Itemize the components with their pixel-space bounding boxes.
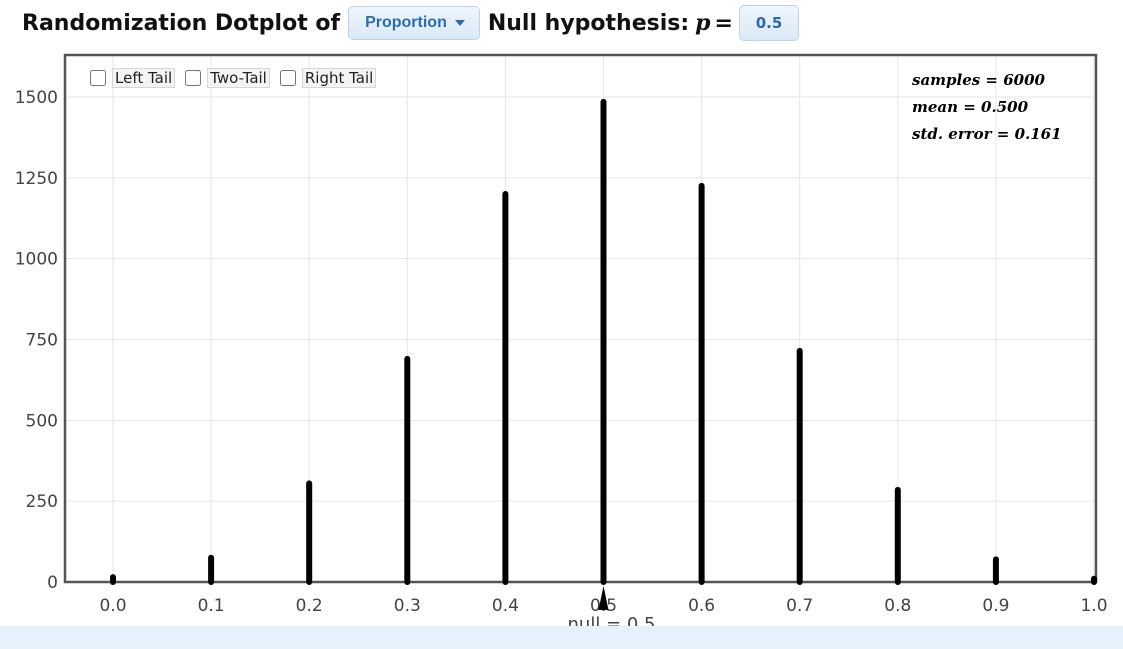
statistic-dropdown[interactable]: Proportion [348, 6, 480, 40]
y-tick-label: 1250 [15, 169, 58, 189]
x-tick-label: 0.3 [394, 596, 421, 616]
null-arrow-icon [598, 586, 609, 610]
x-tick-label: 0.7 [786, 596, 813, 616]
x-tick-label: 0.0 [99, 596, 126, 616]
tail-options: Left Tail Two-Tail Right Tail [88, 68, 377, 88]
y-tick-label: 750 [26, 331, 58, 351]
p-symbol: p [695, 10, 711, 36]
plot-frame [63, 53, 1098, 584]
y-tick-label: 500 [26, 411, 58, 431]
y-tick-label: 1000 [15, 250, 58, 270]
two-tail-checkbox[interactable] [185, 70, 202, 86]
y-tick-label: 250 [26, 492, 58, 512]
two-tail-label[interactable]: Two-Tail [207, 68, 270, 88]
x-tick-label: 0.6 [688, 596, 715, 616]
chart-title: Randomization Dotplot of [22, 10, 341, 36]
y-tick-label: 0 [47, 573, 58, 593]
left-tail-checkbox[interactable] [90, 70, 106, 86]
x-tick-label: 1.0 [1080, 596, 1107, 616]
mean-stat: mean = 0.500 [912, 98, 1029, 116]
chart-header: Randomization Dotplot of Proportion Null… [22, 4, 799, 42]
x-tick-label: 0.8 [884, 596, 911, 616]
statistic-dropdown-label: Proportion [365, 14, 447, 31]
chevron-down-icon [454, 20, 465, 26]
y-tick-label: 1500 [15, 88, 58, 108]
samples-stat: samples = 6000 [912, 71, 1045, 89]
bottom-panel [0, 626, 1123, 649]
summary-stats: samples = 6000 mean = 0.500 std. error =… [912, 67, 1062, 148]
right-tail-checkbox[interactable] [279, 70, 296, 86]
std-error-stat: std. error = 0.161 [912, 125, 1062, 143]
x-tick-label: 0.9 [982, 596, 1009, 616]
y-axis-ticks: 0 250 500 750 1000 1250 1500 [15, 88, 58, 593]
x-tick-label: 0.2 [296, 596, 323, 616]
x-tick-label: 0.4 [492, 596, 519, 616]
left-tail-label[interactable]: Left Tail [112, 68, 176, 88]
right-tail-label[interactable]: Right Tail [301, 68, 377, 88]
null-hypothesis-label: Null hypothesis: [487, 10, 690, 36]
dot-stacks [110, 98, 1097, 585]
equals-sign: = [714, 10, 733, 36]
null-p-input[interactable] [738, 5, 799, 41]
x-tick-label: 0.1 [198, 596, 225, 616]
